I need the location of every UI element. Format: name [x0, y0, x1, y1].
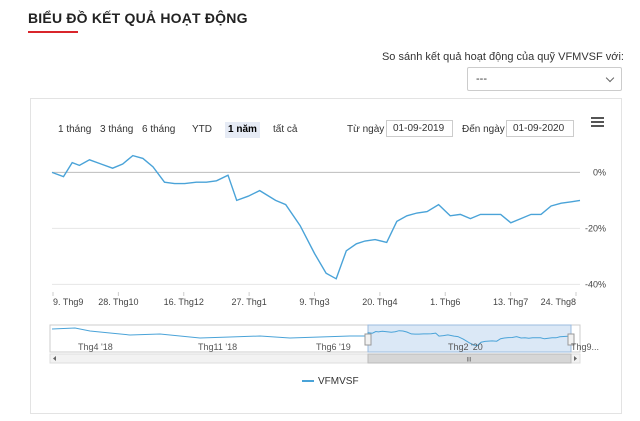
- range-button-1y[interactable]: 1 năm: [225, 122, 260, 138]
- x-tick-label: 1. Thg6: [430, 297, 460, 307]
- scroll-right-icon[interactable]: [574, 356, 577, 361]
- range-button-6m[interactable]: 6 tháng: [142, 124, 176, 135]
- series-line-vfmvsf: [51, 154, 581, 280]
- navigator-label: Thg11 '18: [198, 342, 237, 352]
- range-button-all[interactable]: tất cả: [273, 124, 298, 135]
- navigator-label: Thg9...: [571, 342, 599, 352]
- x-tick-label: 9. Thg3: [299, 297, 329, 307]
- navigator-label: Thg6 '19: [316, 342, 351, 352]
- x-tick-label: 24. Thg8: [541, 297, 576, 307]
- navigator-handle-left[interactable]: [364, 333, 372, 346]
- navigator-label: Thg2 '20: [448, 342, 483, 352]
- legend-swatch: [302, 380, 314, 383]
- y-tick-label: -40%: [585, 279, 606, 289]
- chart-legend[interactable]: VFMVSF: [302, 376, 359, 387]
- scrollbar-track[interactable]: [49, 353, 581, 364]
- range-button-3m[interactable]: 3 tháng: [100, 124, 134, 135]
- compare-select-value: ---: [476, 73, 487, 85]
- from-date-label: Từ ngày: [347, 124, 385, 135]
- y-tick-label: 0%: [593, 167, 606, 177]
- page-title: BIỂU ĐỒ KẾT QUẢ HOẠT ĐỘNG: [28, 10, 248, 26]
- navigator-series-line: [51, 327, 572, 347]
- scroll-left-icon[interactable]: [53, 356, 56, 361]
- from-date-input[interactable]: 01-09-2019: [386, 120, 453, 137]
- x-tick-label: 27. Thg1: [231, 297, 266, 307]
- compare-label: So sánh kết quả hoạt động của quỹ VFMVSF…: [381, 51, 624, 63]
- legend-label: VFMVSF: [318, 376, 359, 387]
- range-button-1m[interactable]: 1 tháng: [58, 124, 92, 135]
- y-tick-label: -20%: [585, 223, 606, 233]
- x-tick-label: 16. Thg12: [164, 297, 204, 307]
- x-tick-label: 20. Thg4: [362, 297, 397, 307]
- x-tick-label: 13. Thg7: [493, 297, 528, 307]
- navigator-label: Thg4 '18: [78, 342, 113, 352]
- x-tick-label: 28. Thg10: [98, 297, 138, 307]
- to-date-label: Đến ngày: [462, 124, 505, 135]
- navigator-handle-right[interactable]: [567, 333, 575, 346]
- to-date-input[interactable]: 01-09-2020: [506, 120, 574, 137]
- range-button-ytd[interactable]: YTD: [192, 124, 212, 135]
- scrollbar-grip: III: [466, 358, 471, 364]
- scrollbar-thumb[interactable]: [367, 353, 572, 364]
- title-underline: [28, 31, 78, 33]
- compare-select[interactable]: ---: [467, 67, 622, 91]
- navigator-selection[interactable]: [367, 324, 572, 353]
- x-tick-label: 9. Thg9: [53, 297, 83, 307]
- hamburger-icon[interactable]: [591, 117, 604, 128]
